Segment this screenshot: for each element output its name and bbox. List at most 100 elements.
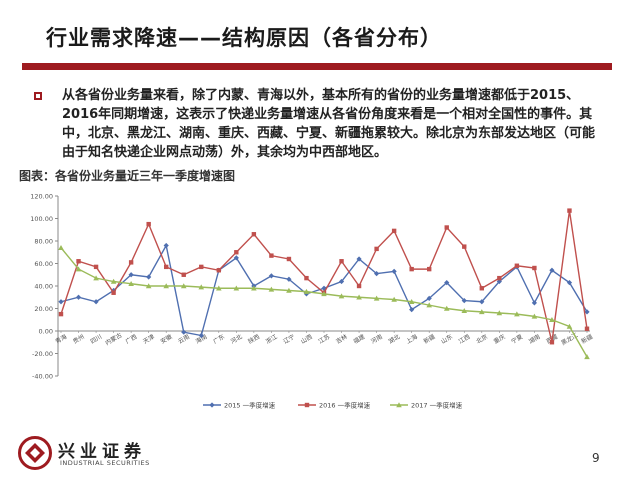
logo-name-cn: 兴业证券 — [58, 442, 146, 462]
data-point — [146, 274, 152, 280]
data-point — [409, 266, 414, 272]
slide-title: 行业需求降速——结构原因（各省分布） — [46, 26, 442, 50]
data-point — [584, 354, 590, 360]
data-point — [408, 298, 415, 304]
data-point — [338, 278, 345, 285]
data-point — [497, 275, 502, 281]
x-tick-label: 新疆 — [422, 333, 436, 346]
legend-label: 2017 一季度增速 — [411, 401, 463, 410]
data-point — [479, 299, 485, 305]
data-point — [461, 298, 467, 304]
data-point — [338, 293, 345, 299]
data-point — [128, 280, 134, 286]
y-tick-label: 100.00 — [30, 215, 53, 223]
data-point — [479, 309, 485, 315]
x-tick-label: 江苏 — [317, 333, 331, 346]
x-tick-label: 宁夏 — [510, 333, 524, 346]
x-tick-label: 安徽 — [159, 333, 173, 346]
data-point — [496, 310, 503, 316]
data-point — [181, 272, 186, 277]
data-point — [549, 267, 555, 273]
x-tick-label: 新疆 — [580, 333, 594, 346]
x-tick-label: 贵州 — [71, 333, 85, 346]
y-tick-label: 0.00 — [39, 328, 53, 336]
data-point — [163, 283, 169, 289]
data-point — [356, 283, 362, 289]
data-point — [76, 259, 81, 264]
data-point — [566, 280, 573, 286]
data-point — [216, 268, 221, 273]
data-point — [374, 246, 379, 252]
y-tick-label: 60.00 — [34, 260, 53, 268]
x-tick-label: 上海 — [404, 333, 418, 346]
data-point — [209, 402, 215, 408]
x-tick-label: 吉林 — [334, 333, 348, 346]
data-point — [110, 278, 117, 284]
x-tick-label: 河北 — [229, 333, 243, 346]
data-point — [584, 326, 590, 331]
x-tick-label: 内蒙古 — [104, 331, 124, 347]
data-point — [111, 290, 116, 295]
data-point — [514, 311, 520, 317]
data-point — [444, 280, 450, 286]
data-point — [251, 285, 257, 291]
legend-label: 2015 一季度增速 — [224, 401, 276, 410]
x-tick-label: 山东 — [440, 333, 454, 346]
data-point — [304, 402, 310, 408]
x-tick-label: 广西 — [124, 333, 138, 346]
bullet-paragraph: 从各省份业务量来看，除了内蒙、青海以外，基本所有的省份的业务量增速都低于2015… — [62, 88, 596, 160]
data-point — [268, 273, 274, 279]
data-point — [198, 284, 205, 290]
x-tick-label: 天津 — [142, 333, 156, 345]
y-tick-label: -20.00 — [32, 350, 53, 358]
data-point — [128, 272, 134, 278]
data-point — [269, 253, 274, 258]
data-point — [409, 307, 415, 313]
data-point — [180, 283, 187, 289]
x-tick-label: 山西 — [299, 333, 313, 346]
y-tick-label: 80.00 — [34, 238, 53, 246]
data-point — [286, 287, 292, 293]
data-point — [75, 266, 82, 272]
data-point — [391, 296, 397, 302]
legend-label: 2016 一季度增速 — [319, 401, 371, 410]
data-point — [146, 221, 151, 227]
x-tick-label: 四川 — [89, 333, 103, 345]
data-point — [444, 225, 449, 230]
logo-name-en: INDUSTRIAL SECURITIES — [60, 459, 150, 467]
data-point — [374, 271, 380, 277]
data-point — [163, 242, 169, 249]
data-point — [93, 275, 99, 281]
x-tick-label: 河南 — [369, 333, 383, 346]
data-point — [251, 232, 257, 237]
data-point — [199, 264, 204, 270]
x-tick-label: 广东 — [212, 333, 226, 346]
data-point — [93, 299, 99, 305]
data-point — [58, 299, 64, 305]
data-point — [233, 255, 239, 261]
data-point — [584, 309, 590, 315]
data-point — [373, 295, 380, 301]
line-chart: -40.00 -20.00 0.00 20.00 40.00 60.00 80.00 100.… — [30, 193, 594, 410]
data-point — [532, 265, 537, 271]
data-point — [391, 228, 397, 234]
data-point — [216, 285, 222, 291]
data-point — [426, 295, 432, 301]
x-tick-label: 湖南 — [527, 333, 541, 346]
data-point — [164, 264, 169, 270]
x-tick-label: 浙江 — [264, 333, 278, 346]
logo-mark-icon — [18, 436, 52, 470]
x-tick-label: 北京 — [475, 333, 489, 346]
bullet-square-icon — [34, 92, 42, 100]
data-point — [566, 323, 573, 329]
data-point — [268, 286, 275, 292]
data-point — [396, 402, 402, 408]
data-point — [321, 291, 327, 297]
x-tick-label: 江西 — [458, 333, 472, 345]
data-point — [93, 264, 99, 270]
data-point — [286, 276, 292, 282]
y-tick-label: -40.00 — [32, 373, 53, 381]
y-tick-label: 120.00 — [30, 193, 53, 201]
data-point — [145, 283, 152, 289]
y-tick-label: 20.00 — [34, 305, 53, 313]
